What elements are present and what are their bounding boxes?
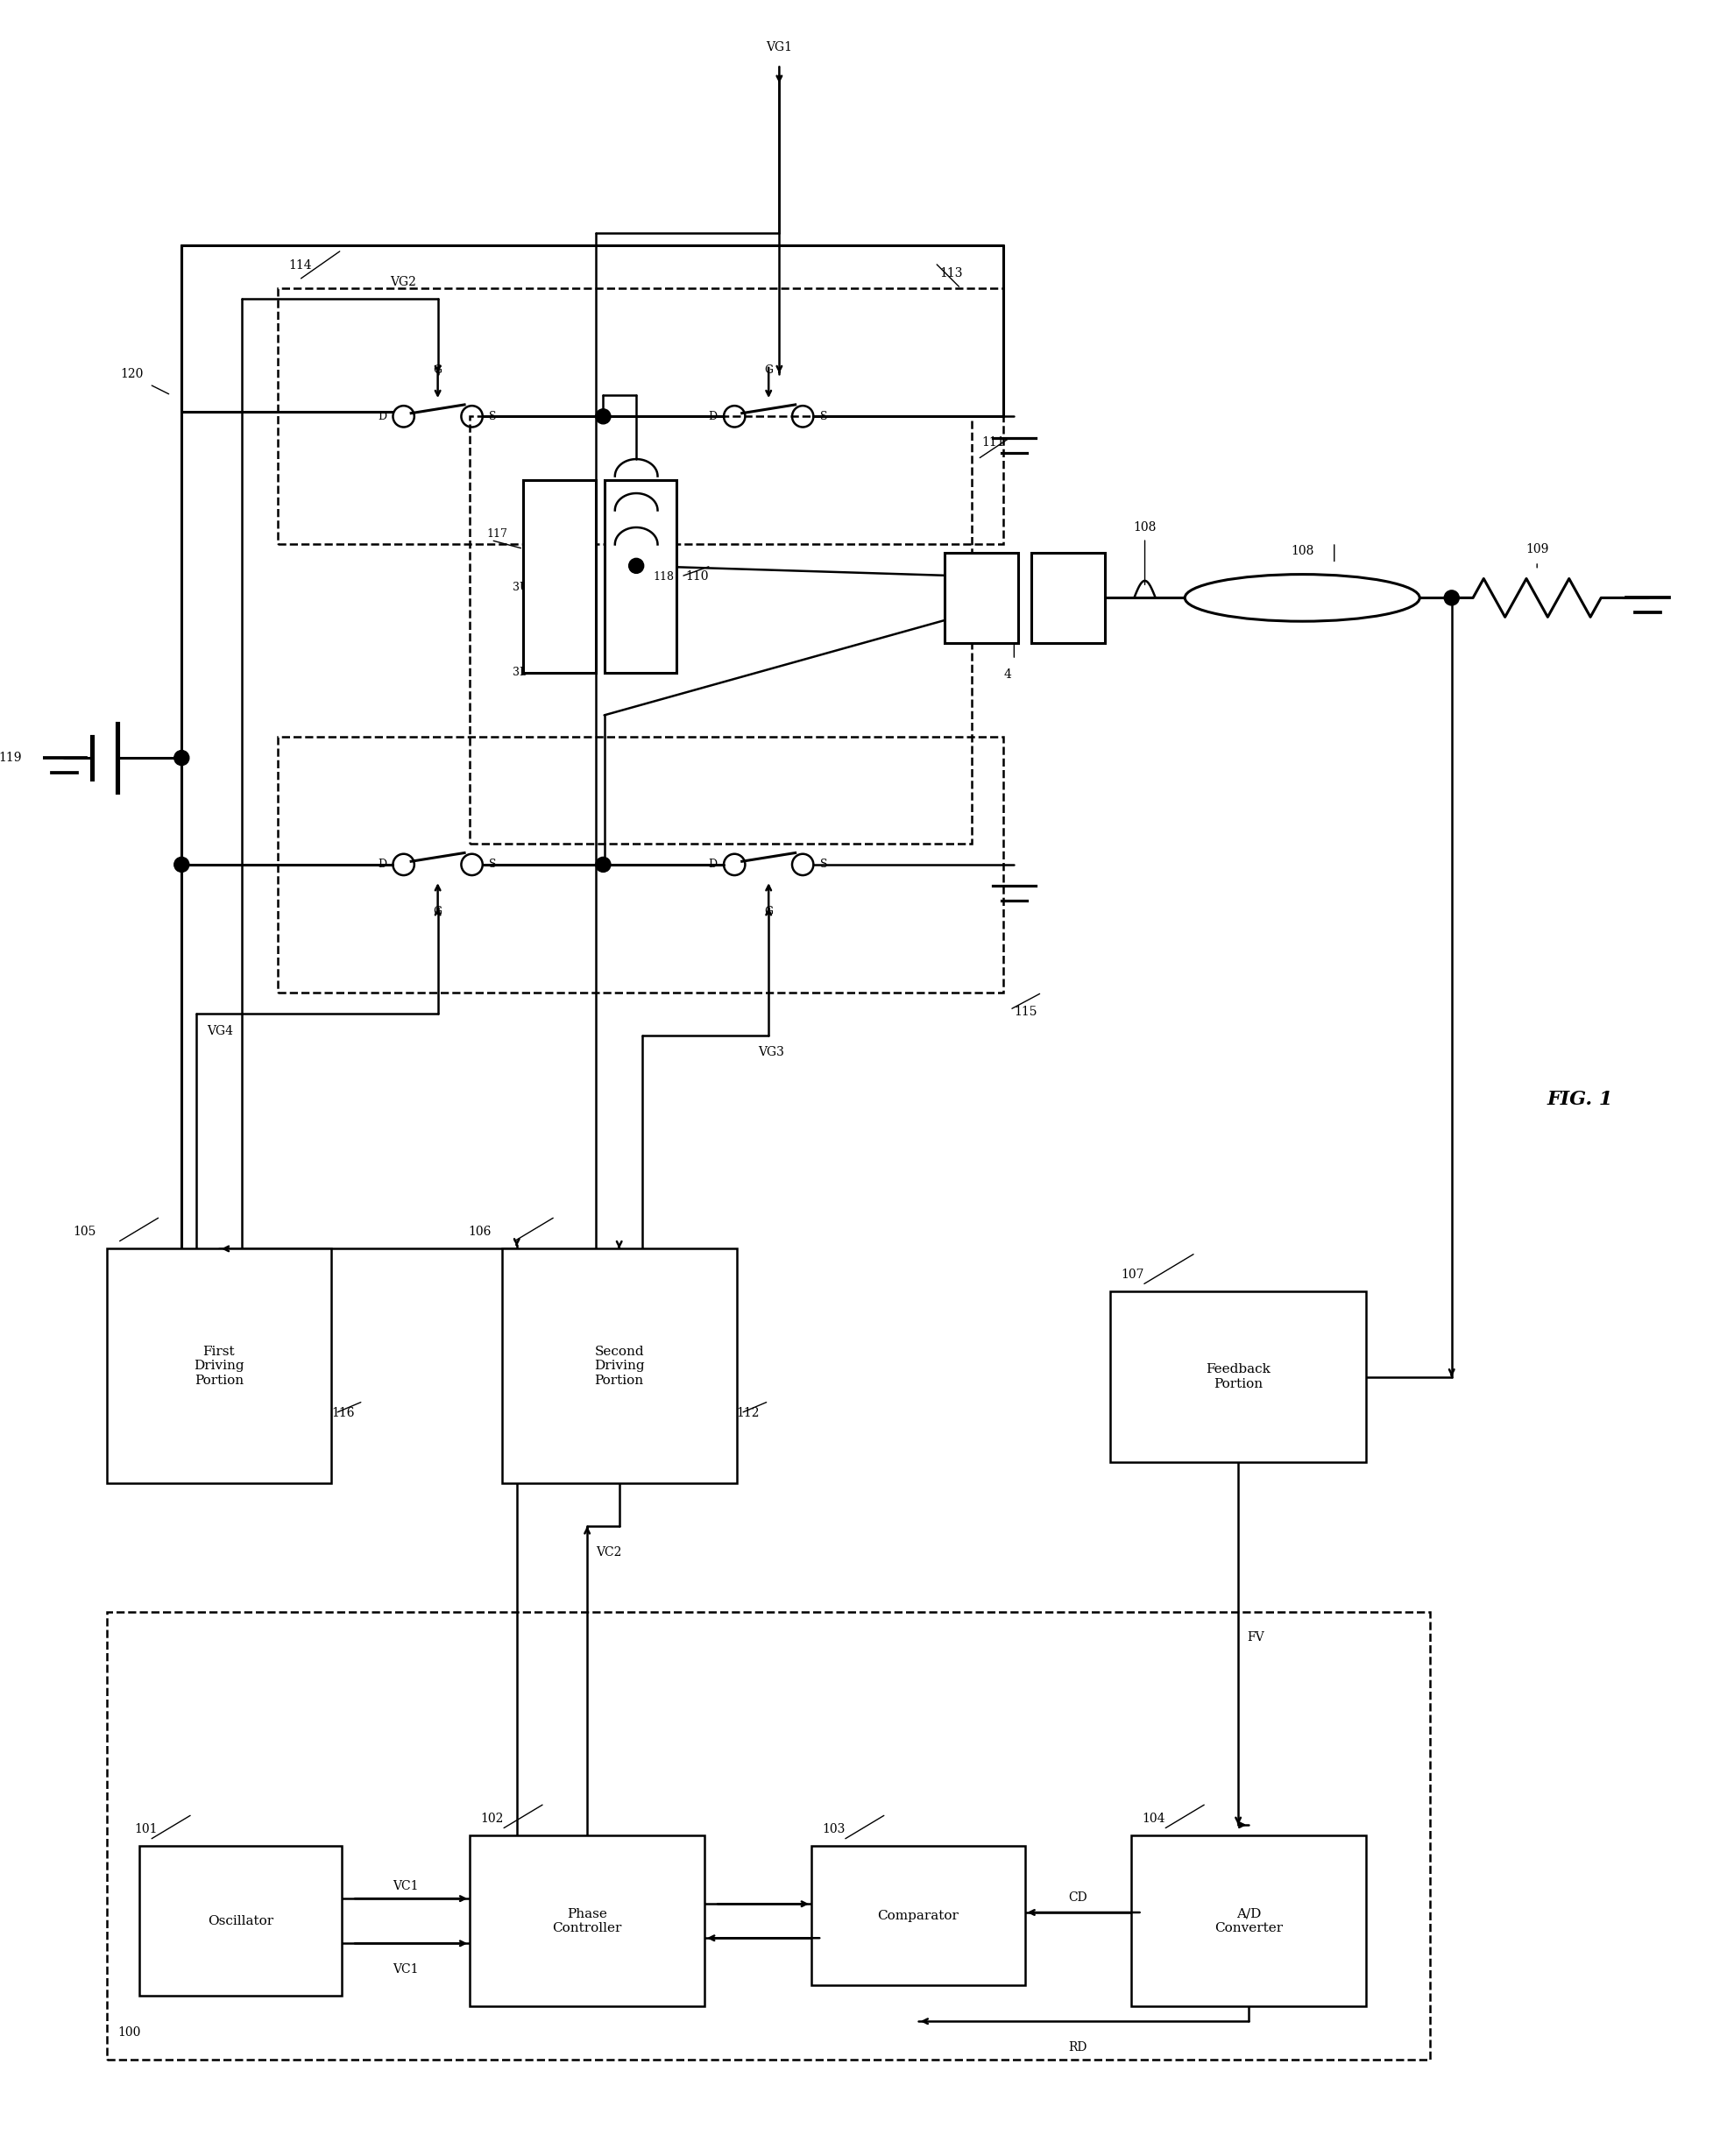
- Text: 104: 104: [1141, 1813, 1165, 1824]
- Text: 116: 116: [331, 1408, 355, 1419]
- Text: D: D: [707, 858, 718, 871]
- Text: 108: 108: [1132, 522, 1156, 535]
- Text: Oscillator: Oscillator: [207, 1915, 272, 1927]
- Circle shape: [175, 750, 188, 765]
- Text: G: G: [433, 906, 442, 916]
- Text: 117: 117: [486, 528, 507, 539]
- Text: 103: 103: [822, 1824, 845, 1835]
- Bar: [502, 1248, 737, 1483]
- Text: VG4: VG4: [207, 1024, 233, 1037]
- Text: Feedback
Portion: Feedback Portion: [1206, 1363, 1269, 1391]
- Circle shape: [175, 858, 188, 871]
- Text: 3U: 3U: [512, 582, 528, 593]
- Text: VG1: VG1: [766, 41, 791, 54]
- Text: 110: 110: [685, 571, 707, 582]
- Bar: [605, 481, 677, 673]
- Bar: [944, 552, 1018, 642]
- Text: 107: 107: [1120, 1268, 1144, 1281]
- Text: VG3: VG3: [757, 1046, 785, 1059]
- Text: FV: FV: [1245, 1632, 1262, 1643]
- Text: First
Driving
Portion: First Driving Portion: [194, 1345, 245, 1386]
- Text: 101: 101: [135, 1824, 158, 1835]
- Circle shape: [596, 410, 610, 425]
- Text: VC2: VC2: [596, 1546, 622, 1559]
- Text: Second
Driving
Portion: Second Driving Portion: [594, 1345, 644, 1386]
- Text: RD: RD: [1069, 2042, 1088, 2053]
- Bar: [278, 737, 1002, 992]
- Text: 118: 118: [653, 571, 673, 582]
- Text: 115: 115: [1014, 1007, 1036, 1018]
- Bar: [139, 1846, 341, 1996]
- Text: Comparator: Comparator: [877, 1910, 958, 1921]
- Text: D: D: [707, 412, 718, 423]
- Text: 3D: 3D: [512, 666, 528, 679]
- Bar: [1110, 1291, 1365, 1462]
- Text: 109: 109: [1525, 543, 1549, 554]
- Bar: [1131, 1835, 1365, 2007]
- Text: A/D
Converter: A/D Converter: [1215, 1908, 1283, 1934]
- Text: 114: 114: [288, 259, 312, 272]
- Text: S: S: [819, 858, 827, 871]
- Text: 108: 108: [1290, 545, 1314, 556]
- Text: 120: 120: [120, 369, 144, 379]
- Text: D: D: [377, 412, 387, 423]
- Text: 111: 111: [982, 436, 1006, 448]
- Bar: [810, 1846, 1024, 1986]
- Text: 100: 100: [118, 2027, 140, 2037]
- Text: VG2: VG2: [391, 276, 416, 289]
- Bar: [469, 416, 971, 843]
- Bar: [106, 1248, 331, 1483]
- Text: G: G: [764, 906, 773, 916]
- Bar: [1031, 552, 1105, 642]
- Text: CD: CD: [1069, 1891, 1088, 1904]
- Ellipse shape: [1184, 573, 1418, 621]
- Bar: [469, 1835, 704, 2007]
- Circle shape: [1444, 591, 1458, 606]
- Text: Phase
Controller: Phase Controller: [552, 1908, 622, 1934]
- Bar: [278, 289, 1002, 545]
- Bar: [106, 1611, 1430, 2059]
- Text: 119: 119: [0, 752, 22, 763]
- Circle shape: [596, 858, 610, 871]
- Text: G: G: [764, 364, 773, 375]
- Text: D: D: [377, 858, 387, 871]
- Bar: [522, 481, 596, 673]
- Text: S: S: [819, 412, 827, 423]
- Text: FIG. 1: FIG. 1: [1545, 1089, 1612, 1108]
- Circle shape: [629, 558, 644, 573]
- Text: G: G: [433, 364, 442, 375]
- Text: 113: 113: [939, 267, 963, 280]
- Text: 102: 102: [480, 1813, 504, 1824]
- Text: S: S: [488, 858, 497, 871]
- Text: 106: 106: [468, 1227, 492, 1238]
- Text: 105: 105: [74, 1227, 96, 1238]
- Text: VC1: VC1: [392, 1964, 418, 1975]
- Text: VC1: VC1: [392, 1880, 418, 1893]
- Text: S: S: [488, 412, 497, 423]
- Text: 112: 112: [737, 1408, 759, 1419]
- Text: 4: 4: [1004, 668, 1011, 681]
